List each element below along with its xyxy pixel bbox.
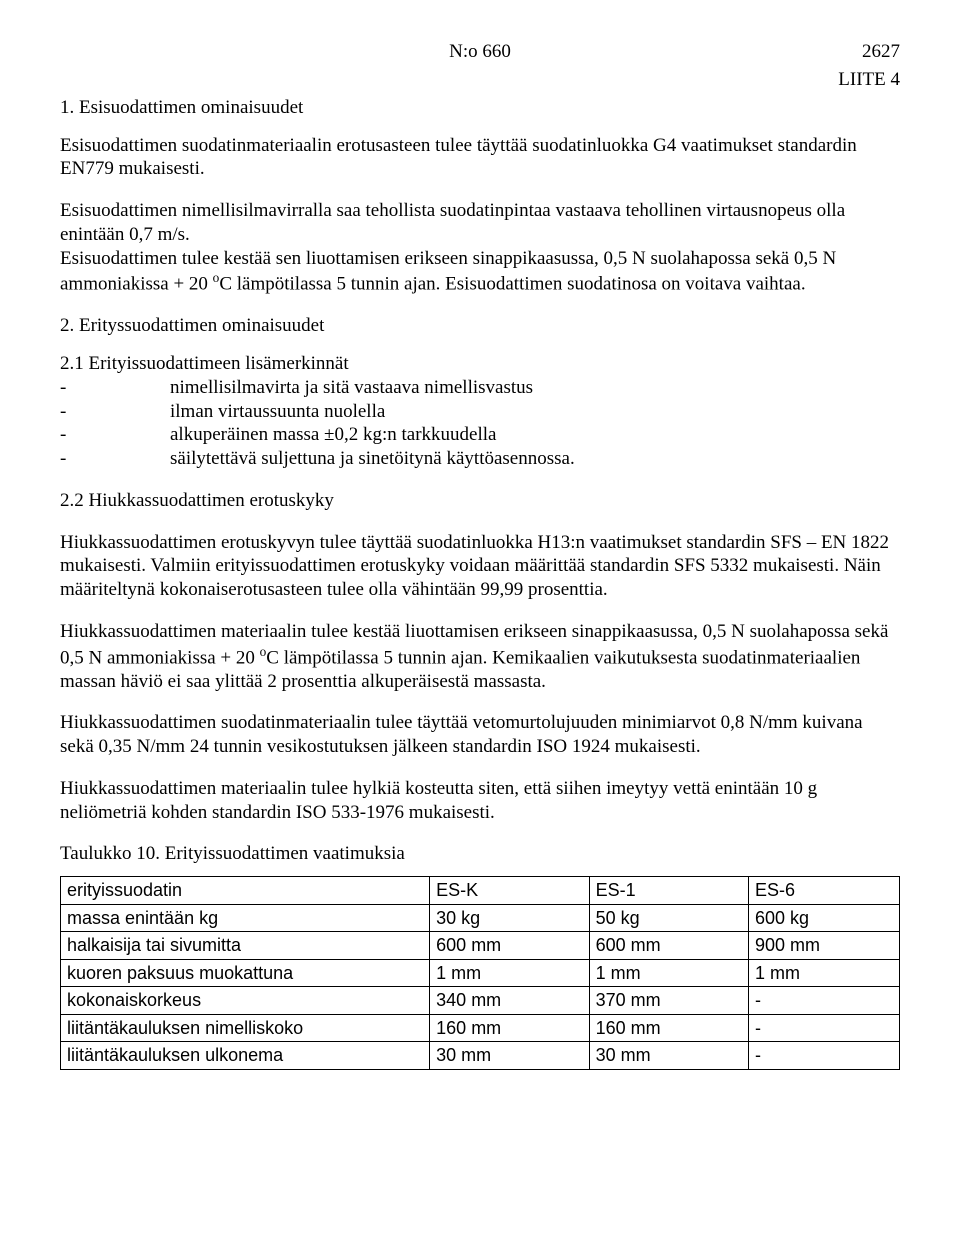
bullet-text: alkuperäinen massa ±0,2 kg:n tarkkuudell…	[170, 423, 900, 447]
table-caption: Taulukko 10. Erityissuodattimen vaatimuk…	[60, 842, 900, 866]
table-cell: 900 mm	[748, 932, 899, 960]
table-cell: 340 mm	[430, 987, 589, 1015]
document-number: N:o 660	[449, 40, 511, 64]
table-cell: 1 mm	[589, 959, 748, 987]
section-1-para-1: Esisuodattimen suodatinmateriaalin erotu…	[60, 134, 900, 182]
table-cell: 160 mm	[589, 1014, 748, 1042]
table-cell: kuoren paksuus muokattuna	[61, 959, 430, 987]
section-2-2-para-1: Hiukkassuodattimen erotuskyvyn tulee täy…	[60, 531, 900, 602]
table-cell: 30 mm	[589, 1042, 748, 1070]
section-2-2-para-4: Hiukkassuodattimen materiaalin tulee hyl…	[60, 777, 900, 825]
list-item: - ilman virtaussuunta nuolella	[60, 400, 900, 424]
table-cell: ES-6	[748, 877, 899, 905]
table-cell: ES-1	[589, 877, 748, 905]
section-1-para-2: Esisuodattimen nimellisilmavirralla saa …	[60, 199, 900, 296]
table-row: erityissuodatin ES-K ES-1 ES-6	[61, 877, 900, 905]
table-cell: -	[748, 1014, 899, 1042]
table-row: massa enintään kg 30 kg 50 kg 600 kg	[61, 904, 900, 932]
bullet-dash: -	[60, 447, 170, 471]
table-row: liitäntäkauluksen nimelliskoko 160 mm 16…	[61, 1014, 900, 1042]
table-cell: 1 mm	[748, 959, 899, 987]
table-cell: liitäntäkauluksen nimelliskoko	[61, 1014, 430, 1042]
table-cell: 600 kg	[748, 904, 899, 932]
table-cell: ES-K	[430, 877, 589, 905]
table-row: kokonaiskorkeus 340 mm 370 mm -	[61, 987, 900, 1015]
section-1-title: 1. Esisuodattimen ominaisuudet	[60, 96, 900, 120]
section-2-2-title: 2.2 Hiukkassuodattimen erotuskyky	[60, 489, 900, 513]
table-cell: 30 kg	[430, 904, 589, 932]
table-row: liitäntäkauluksen ulkonema 30 mm 30 mm -	[61, 1042, 900, 1070]
list-item: - säilytettävä suljettuna ja sinetöitynä…	[60, 447, 900, 471]
table-cell: liitäntäkauluksen ulkonema	[61, 1042, 430, 1070]
table-cell: 160 mm	[430, 1014, 589, 1042]
bullet-text: säilytettävä suljettuna ja sinetöitynä k…	[170, 447, 900, 471]
bullet-dash: -	[60, 400, 170, 424]
annex-label: LIITE 4	[60, 68, 900, 92]
table-cell: 1 mm	[430, 959, 589, 987]
table-row: halkaisija tai sivumitta 600 mm 600 mm 9…	[61, 932, 900, 960]
bullet-dash: -	[60, 423, 170, 447]
table-cell: erityissuodatin	[61, 877, 430, 905]
table-cell: -	[748, 1042, 899, 1070]
list-item: - alkuperäinen massa ±0,2 kg:n tarkkuude…	[60, 423, 900, 447]
table-cell: massa enintään kg	[61, 904, 430, 932]
table-cell: kokonaiskorkeus	[61, 987, 430, 1015]
list-item: - nimellisilmavirta ja sitä vastaava nim…	[60, 376, 900, 400]
bullet-text: nimellisilmavirta ja sitä vastaava nimel…	[170, 376, 900, 400]
bullet-text: ilman virtaussuunta nuolella	[170, 400, 900, 424]
section-2-2-para-2: Hiukkassuodattimen materiaalin tulee kes…	[60, 620, 900, 694]
requirements-table: erityissuodatin ES-K ES-1 ES-6 massa eni…	[60, 876, 900, 1070]
section-2-2-para-3: Hiukkassuodattimen suodatinmateriaalin t…	[60, 711, 900, 759]
table-cell: 600 mm	[589, 932, 748, 960]
table-cell: 600 mm	[430, 932, 589, 960]
table-cell: 370 mm	[589, 987, 748, 1015]
table-cell: 30 mm	[430, 1042, 589, 1070]
table-cell: halkaisija tai sivumitta	[61, 932, 430, 960]
table-row: kuoren paksuus muokattuna 1 mm 1 mm 1 mm	[61, 959, 900, 987]
bullet-dash: -	[60, 376, 170, 400]
section-2-title: 2. Erityssuodattimen ominaisuudet	[60, 314, 900, 338]
table-cell: -	[748, 987, 899, 1015]
page-number: 2627	[862, 40, 900, 64]
section-2-1-block: 2.1 Erityissuodattimeen lisämerkinnät - …	[60, 352, 900, 471]
section-2-1-title: 2.1 Erityissuodattimeen lisämerkinnät	[60, 352, 900, 376]
s1-p2a: Esisuodattimen nimellisilmavirralla saa …	[60, 200, 845, 245]
table-cell: 50 kg	[589, 904, 748, 932]
s1-p2b-post: C lämpötilassa 5 tunnin ajan. Esisuodatt…	[219, 274, 805, 295]
